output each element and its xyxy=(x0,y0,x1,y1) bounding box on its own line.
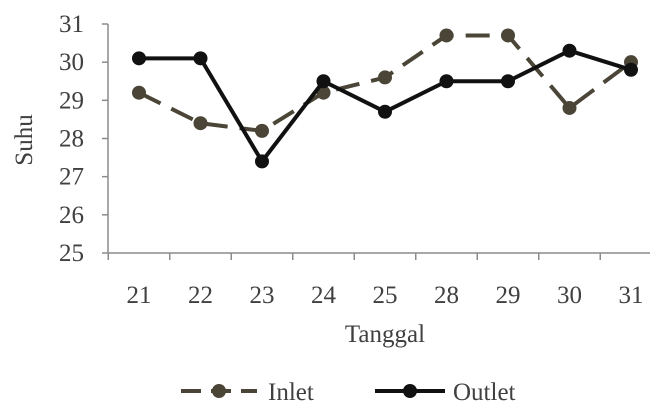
y-tick-label: 25 xyxy=(59,240,84,267)
x-tick-label: 28 xyxy=(434,282,459,309)
data-point-outlet xyxy=(255,154,269,169)
x-axis-title: Tanggal xyxy=(345,321,425,348)
legend-label-outlet: Outlet xyxy=(453,379,516,406)
x-tick-label: 30 xyxy=(557,282,582,309)
data-point-inlet xyxy=(193,116,208,131)
axes xyxy=(102,23,650,260)
x-tick-label: 29 xyxy=(496,282,521,309)
y-tick-label: 27 xyxy=(59,164,84,191)
legend-marker-outlet xyxy=(403,384,417,398)
data-point-inlet xyxy=(255,123,269,138)
y-tick-label: 31 xyxy=(59,11,84,38)
x-tick-label: 23 xyxy=(250,282,275,309)
legend-marker-inlet xyxy=(212,384,226,398)
data-point-inlet xyxy=(316,85,331,100)
data-point-inlet xyxy=(132,85,146,100)
data-point-inlet xyxy=(378,70,392,85)
x-tick-label: 25 xyxy=(373,282,398,309)
legend: Inlet Outlet xyxy=(181,379,516,406)
data-point-outlet xyxy=(193,51,208,66)
data-point-outlet xyxy=(562,43,577,58)
series-layer xyxy=(132,28,638,169)
series-outlet xyxy=(132,43,638,169)
data-point-outlet xyxy=(439,74,454,89)
x-tick-label: 24 xyxy=(311,282,337,309)
data-point-outlet xyxy=(132,51,146,66)
y-axis-title: Suhu xyxy=(11,114,38,166)
y-tick-label: 26 xyxy=(59,202,84,229)
y-tick-labels: 25 26 27 28 29 30 31 xyxy=(59,11,84,267)
y-tick-label: 29 xyxy=(59,87,84,114)
data-point-outlet xyxy=(378,104,392,119)
data-point-inlet xyxy=(501,28,515,43)
data-point-inlet xyxy=(562,100,577,115)
y-tick-label: 30 xyxy=(59,49,84,76)
data-point-outlet xyxy=(501,74,515,89)
series-inlet xyxy=(132,28,638,138)
y-tick-label: 28 xyxy=(59,126,84,153)
legend-item-outlet: Outlet xyxy=(375,379,516,406)
x-tick-label: 21 xyxy=(127,282,152,309)
legend-label-inlet: Inlet xyxy=(268,379,314,406)
data-point-outlet xyxy=(624,62,638,77)
x-tick-label: 31 xyxy=(619,282,644,309)
x-tick-labels: 21 22 23 24 25 28 29 30 31 xyxy=(127,282,644,309)
x-tick-label: 22 xyxy=(188,282,213,309)
legend-item-inlet: Inlet xyxy=(181,379,314,406)
data-point-outlet xyxy=(316,74,331,89)
data-point-inlet xyxy=(439,28,454,43)
